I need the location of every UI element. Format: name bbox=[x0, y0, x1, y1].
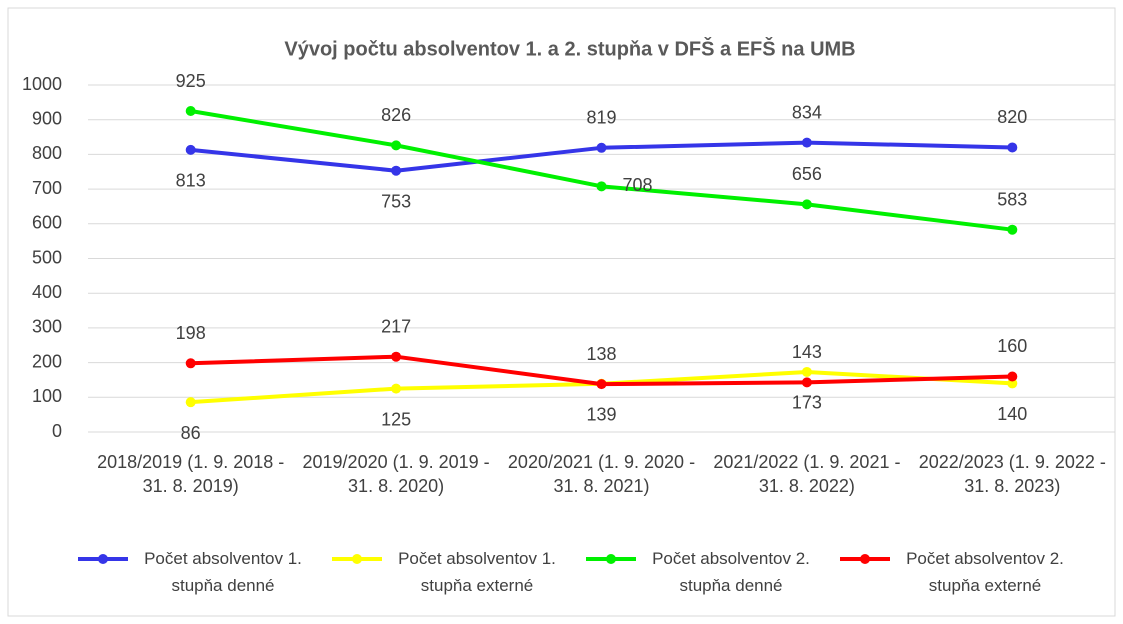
point bbox=[391, 351, 402, 362]
data-label: 583 bbox=[997, 189, 1027, 209]
x-tick-label: 2019/2020 (1. 9. 2019 - 31. 8. 2020) bbox=[302, 452, 490, 496]
point bbox=[801, 366, 812, 377]
point bbox=[185, 106, 196, 117]
data-label: 139 bbox=[586, 405, 616, 425]
data-label: 819 bbox=[586, 108, 616, 128]
chart-border bbox=[7, 7, 1116, 617]
data-label: 140 bbox=[997, 404, 1027, 424]
point bbox=[801, 137, 812, 148]
point bbox=[801, 199, 812, 210]
point bbox=[596, 379, 607, 390]
point bbox=[391, 383, 402, 394]
point bbox=[391, 165, 402, 176]
y-tick-label: 0 bbox=[52, 421, 62, 441]
x-tick-label: 2018/2019 (1. 9. 2018 - 31. 8. 2019) bbox=[97, 452, 285, 496]
legend-marker bbox=[860, 554, 870, 564]
data-label: 826 bbox=[381, 105, 411, 125]
data-label: 160 bbox=[997, 336, 1027, 356]
y-tick-label: 700 bbox=[32, 178, 62, 198]
point bbox=[596, 181, 607, 192]
legend-label: Počet absolventov 1. stupňa denné bbox=[144, 549, 302, 595]
y-tick-label: 200 bbox=[32, 351, 62, 371]
legend-label: Počet absolventov 1. stupňa externé bbox=[398, 549, 556, 595]
data-label: 813 bbox=[176, 171, 206, 191]
y-tick-label: 400 bbox=[32, 282, 62, 302]
y-tick-label: 300 bbox=[32, 317, 62, 337]
y-tick-label: 500 bbox=[32, 247, 62, 267]
x-tick-label: 2020/2021 (1. 9. 2020 - 31. 8. 2021) bbox=[507, 452, 696, 496]
data-label: 656 bbox=[792, 164, 822, 184]
chart-title: Vývoj počtu absolventov 1. a 2. stupňa v… bbox=[284, 36, 855, 60]
legend-marker bbox=[98, 554, 108, 564]
y-tick-label: 800 bbox=[32, 143, 62, 163]
legend-marker bbox=[352, 554, 362, 564]
point bbox=[185, 358, 196, 369]
y-tick-label: 600 bbox=[32, 213, 62, 233]
data-label: 86 bbox=[181, 423, 201, 443]
data-label: 217 bbox=[381, 316, 411, 336]
data-label: 820 bbox=[997, 107, 1027, 127]
legend-label: Počet absolventov 2. stupňa externé bbox=[906, 549, 1064, 595]
point bbox=[185, 144, 196, 155]
x-tick-label: 2022/2023 (1. 9. 2022 - 31. 8. 2023) bbox=[918, 452, 1106, 496]
point bbox=[391, 140, 402, 151]
point bbox=[185, 397, 196, 408]
data-label: 173 bbox=[792, 393, 822, 413]
point bbox=[1007, 224, 1018, 235]
y-tick-label: 900 bbox=[32, 108, 62, 128]
data-label: 834 bbox=[792, 102, 822, 122]
data-label: 125 bbox=[381, 409, 411, 429]
point bbox=[596, 142, 607, 153]
x-tick-label: 2021/2022 (1. 9. 2021 - 31. 8. 2022) bbox=[713, 452, 901, 496]
legend-label: Počet absolventov 2. stupňa denné bbox=[652, 549, 810, 595]
data-label: 708 bbox=[622, 175, 652, 195]
point bbox=[1007, 371, 1018, 382]
data-label: 198 bbox=[176, 323, 206, 343]
data-label: 753 bbox=[381, 191, 411, 211]
data-label: 143 bbox=[792, 342, 822, 362]
data-label: 925 bbox=[176, 71, 206, 91]
point bbox=[1007, 142, 1018, 153]
series-line bbox=[190, 109, 1013, 232]
y-tick-label: 100 bbox=[32, 386, 62, 406]
y-tick-label: 1000 bbox=[22, 74, 62, 94]
point bbox=[1007, 378, 1018, 389]
data-label: 138 bbox=[586, 344, 616, 364]
point bbox=[801, 377, 812, 388]
legend-marker bbox=[606, 554, 616, 564]
